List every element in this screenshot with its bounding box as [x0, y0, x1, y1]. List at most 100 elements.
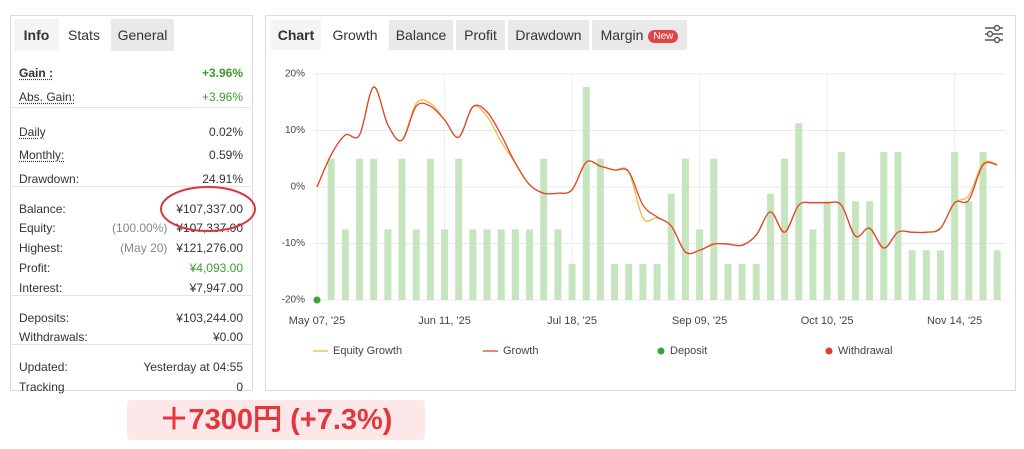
bar — [653, 263, 661, 300]
bar — [781, 158, 789, 300]
row-value: 0.02% — [208, 125, 243, 139]
line — [316, 86, 998, 255]
x-tick-label: Jul 18, '25 — [547, 315, 597, 327]
bar — [497, 229, 505, 300]
bar — [667, 193, 675, 300]
row-value: +3.96% — [201, 90, 243, 104]
bar — [426, 158, 434, 300]
y-tick-label: -10% — [282, 238, 305, 249]
row-label: Highest: — [19, 241, 64, 255]
bar — [511, 229, 519, 300]
bar — [611, 263, 619, 300]
tab[interactable]: Growth — [324, 20, 386, 50]
bar — [412, 229, 420, 300]
tab[interactable]: Profit — [456, 20, 505, 50]
bar — [341, 229, 349, 300]
bar — [596, 158, 604, 300]
row-value: ¥107,337.00 — [176, 202, 243, 216]
bar — [639, 263, 647, 300]
bar — [469, 229, 477, 300]
tab[interactable]: Margin New — [592, 20, 687, 50]
tab[interactable]: Drawdown — [508, 20, 589, 50]
row-value: ¥107,337.00 — [176, 221, 243, 235]
bar — [455, 158, 463, 300]
bar — [696, 229, 704, 300]
bar — [356, 158, 364, 300]
bar — [809, 229, 817, 300]
bar — [752, 263, 760, 300]
row-value: ¥7,947.00 — [189, 281, 243, 295]
row-label: Equity: — [19, 221, 56, 235]
bar — [979, 151, 987, 300]
row-label: Profit: — [19, 261, 51, 275]
bar — [795, 123, 803, 300]
bar — [327, 158, 335, 300]
separator — [11, 186, 251, 187]
bar — [993, 250, 1001, 300]
bar — [908, 250, 916, 300]
stats-panel: Info Stats General Gain : +3.96% Abs. Gain: +3… — [10, 15, 253, 394]
tab[interactable]: Balance — [389, 20, 453, 50]
tab-label: Drawdown — [515, 27, 582, 43]
row-label: Monthly: — [19, 148, 65, 162]
bar — [965, 201, 973, 300]
bar — [582, 86, 590, 301]
separator — [11, 295, 251, 296]
bar — [936, 250, 944, 300]
y-tick-label: 10% — [285, 125, 305, 136]
x-tick-label: Oct 10, '25 — [801, 315, 854, 327]
row-value: 0.59% — [208, 148, 243, 162]
row-label: Drawdown: — [19, 172, 80, 186]
row-note: (May 20) — [120, 241, 168, 255]
legend-marker — [825, 347, 833, 355]
row-label: Abs. Gain: — [19, 90, 76, 104]
separator — [11, 107, 251, 108]
bar — [922, 250, 930, 300]
tab[interactable]: General — [111, 19, 174, 51]
bar — [710, 158, 718, 300]
bar — [384, 229, 392, 300]
legend-label: Growth — [503, 345, 538, 357]
row-label: Gain : — [19, 66, 54, 80]
tab[interactable]: Info — [14, 19, 59, 51]
x-tick-label: Sep 09, '25 — [672, 315, 727, 327]
annotation: ＋7300円 (+7.3%) — [127, 400, 425, 440]
bar — [681, 158, 689, 300]
separator — [11, 344, 251, 345]
row-value: +3.96% — [201, 66, 243, 80]
y-tick-label: 20% — [285, 69, 305, 80]
tab-label: Chart — [277, 27, 315, 43]
legend-marker — [657, 347, 665, 355]
row-value: ¥103,244.00 — [176, 311, 243, 325]
bar — [738, 263, 746, 300]
badge: New — [648, 30, 679, 43]
bar — [837, 151, 845, 300]
chart-panel: Chart Growth Balance Profit Drawdown Margin Ne… — [265, 15, 1016, 391]
bar — [370, 158, 378, 300]
legend-label: Deposit — [670, 345, 707, 357]
tab-label: Profit — [464, 27, 497, 43]
bar — [554, 229, 562, 300]
bar — [540, 158, 548, 300]
tab[interactable]: Stats — [60, 19, 108, 51]
x-tick-label: May 07, '25 — [289, 315, 346, 327]
bar — [483, 229, 491, 300]
settings-icon[interactable] — [983, 24, 1005, 44]
y-tick-label: 0% — [291, 182, 306, 193]
bar — [625, 263, 633, 300]
y-tick-label: -20% — [282, 295, 305, 306]
row-value: ¥0.00 — [212, 330, 243, 344]
tab[interactable]: Chart — [271, 20, 321, 50]
tab-label: Growth — [332, 27, 378, 43]
bar — [823, 201, 831, 300]
highlight-ellipse — [160, 186, 256, 232]
bar — [851, 201, 859, 300]
x-tick-label: Jun 11, '25 — [418, 315, 471, 327]
row-label: Balance: — [19, 202, 66, 216]
row-value: 0 — [236, 380, 243, 394]
bar — [398, 158, 406, 300]
bar — [894, 151, 902, 300]
marker — [313, 296, 321, 304]
